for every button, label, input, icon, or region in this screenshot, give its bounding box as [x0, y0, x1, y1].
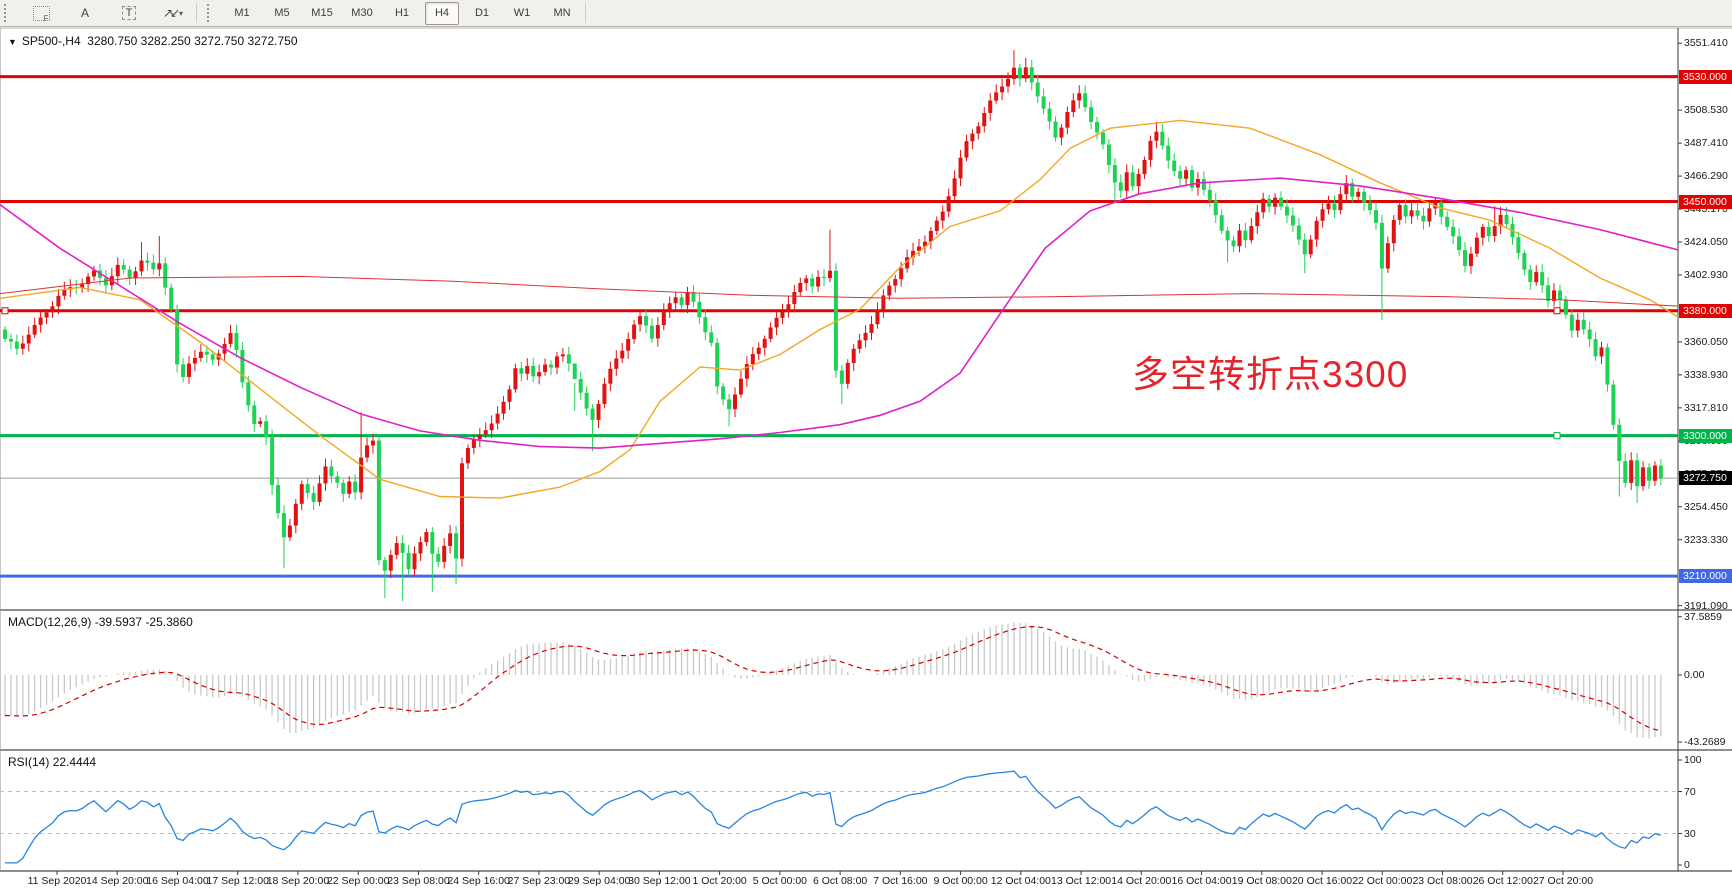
- price-tick: 3551.410: [1684, 37, 1728, 50]
- price-tick: 3402.930: [1684, 268, 1728, 281]
- level-price-label: 3300.000: [1679, 428, 1732, 443]
- price-tick: 3424.050: [1684, 236, 1728, 249]
- timeframe-m5[interactable]: M5: [274, 7, 290, 19]
- level-price-label: 3450.000: [1679, 194, 1732, 209]
- macd-tick: 37.5859: [1684, 610, 1722, 623]
- date-tick: 14 Oct 20:00: [1111, 875, 1172, 887]
- timeframe-h4[interactable]: H4: [425, 1, 459, 25]
- hline-handle[interactable]: [1553, 432, 1561, 440]
- date-tick: 27 Sep 23:00: [507, 875, 571, 887]
- date-tick: 22 Sep 00:00: [326, 875, 390, 887]
- date-tick: 16 Oct 04:00: [1171, 875, 1232, 887]
- rsi-label: RSI(14) 22.4444: [8, 755, 96, 769]
- price-tick: 3360.050: [1684, 335, 1728, 348]
- price-tick: 3338.930: [1684, 368, 1728, 381]
- date-tick: 26 Oct 12:00: [1472, 875, 1533, 887]
- timeframe-m15[interactable]: M15: [311, 7, 333, 19]
- timeframe-m1[interactable]: M1: [234, 7, 250, 19]
- date-tick: 20 Oct 16:00: [1291, 875, 1353, 887]
- candlesticks: [3, 50, 1663, 602]
- macd-signal-line: [4, 625, 1662, 732]
- timeframe-h1[interactable]: H1: [394, 7, 410, 19]
- bar-ohlc-values: 3280.750 3282.250 3272.750 3272.750: [87, 34, 298, 48]
- collapse-ohlc-icon[interactable]: ▼: [8, 37, 17, 47]
- toolbar-separator: [196, 3, 197, 23]
- price-tick: 3254.450: [1684, 500, 1728, 513]
- macd-name: MACD(12,26,9): [8, 615, 92, 629]
- date-tick: 24 Sep 16:00: [447, 875, 510, 887]
- symbol-title: SP500-,H4: [21, 34, 81, 48]
- rsi-tick: 100: [1684, 754, 1702, 766]
- date-tick: 18 Sep 20:00: [266, 875, 330, 887]
- timeframe-buttons-group: M1 M5 M15 M30 H1 H4 D1 W1 MN: [225, 1, 579, 25]
- date-tick: 14 Sep 20:00: [85, 875, 149, 887]
- macd-tick: 0.00: [1684, 669, 1705, 681]
- date-tick: 23 Sep 08:00: [387, 875, 450, 887]
- date-tick: 22 Oct 00:00: [1352, 875, 1413, 887]
- timeframe-d1[interactable]: D1: [474, 7, 490, 19]
- label-tool-icon[interactable]: A: [80, 6, 89, 20]
- toolbar-grip[interactable]: [4, 4, 11, 22]
- date-tick: 6 Oct 08:00: [812, 875, 868, 887]
- date-tick: 29 Sep 04:00: [567, 875, 631, 887]
- snap-grid-icon[interactable]: F: [24, 2, 58, 25]
- timeframe-m30[interactable]: M30: [351, 7, 373, 19]
- price-tick: 3191.090: [1684, 599, 1728, 612]
- date-tick: 13 Oct 12:00: [1051, 875, 1112, 887]
- timeframe-mn[interactable]: MN: [553, 7, 571, 19]
- rsi-value: 22.4444: [52, 755, 97, 769]
- level-price-label: 3272.750: [1679, 471, 1732, 486]
- macd-main-value: -39.5937: [94, 615, 143, 629]
- timeframe-w1[interactable]: W1: [513, 7, 531, 19]
- ma-slow-magenta: [0, 177, 1679, 449]
- level-price-label: 3380.000: [1679, 303, 1732, 318]
- price-tick: 3233.330: [1684, 533, 1728, 546]
- date-tick: 11 Sep 2020: [27, 875, 87, 887]
- macd-tick: -43.2689: [1684, 736, 1726, 749]
- arrows-tool-icon[interactable]: ↗↙ ▾: [162, 6, 184, 20]
- chart-header: ▼ SP500-,H4 3280.750 3282.250 3272.750 32…: [8, 34, 298, 48]
- level-price-label: 3210.000: [1679, 569, 1732, 584]
- hline-handle[interactable]: [1553, 307, 1561, 315]
- ma-long-red: [0, 275, 1679, 307]
- drawing-tools-group: F A T ↗↙ ▾: [24, 2, 190, 25]
- date-tick: 9 Oct 00:00: [933, 875, 988, 887]
- date-tick: 5 Oct 00:00: [752, 875, 808, 887]
- timeframe-grip[interactable]: [207, 4, 214, 22]
- date-tick: 12 Oct 04:00: [990, 875, 1051, 887]
- ma-fast-orange: [0, 119, 1679, 499]
- date-tick: 17 Sep 12:00: [206, 875, 269, 887]
- macd-signal-value: -25.3860: [145, 615, 193, 629]
- rsi-tick: 30: [1684, 827, 1696, 840]
- date-tick: 19 Oct 08:00: [1231, 875, 1292, 887]
- toolbar: F A T ↗↙ ▾ M1 M5 M15 M30 H1 H4 D1 W1 MN: [0, 0, 1732, 27]
- price-tick: 3487.410: [1684, 137, 1728, 150]
- date-tick: 16 Sep 04:00: [146, 875, 209, 887]
- price-tick: 3466.290: [1684, 170, 1728, 183]
- toolbar-separator-2: [585, 3, 586, 23]
- date-tick: 27 Oct 20:00: [1532, 875, 1594, 887]
- price-tick: 3317.810: [1684, 401, 1728, 414]
- text-tool-icon[interactable]: T: [112, 2, 146, 25]
- rsi-name: RSI(14): [8, 755, 50, 769]
- date-tick: 23 Oct 08:00: [1412, 875, 1473, 887]
- hline-handle[interactable]: [1, 307, 9, 315]
- rsi-tick: 0: [1684, 859, 1690, 871]
- chinese-annotation-text: 多空转折点3300: [1132, 354, 1409, 395]
- date-tick: 7 Oct 16:00: [873, 875, 928, 887]
- date-tick: 30 Sep 12:00: [628, 875, 691, 887]
- rsi-line: [5, 770, 1662, 864]
- level-price-label: 3530.000: [1679, 69, 1732, 84]
- date-tick: 1 Oct 20:00: [692, 875, 747, 887]
- rsi-tick: 70: [1684, 785, 1696, 798]
- macd-label: MACD(12,26,9) -39.5937 -25.3860: [8, 615, 193, 629]
- price-tick: 3508.530: [1684, 104, 1728, 117]
